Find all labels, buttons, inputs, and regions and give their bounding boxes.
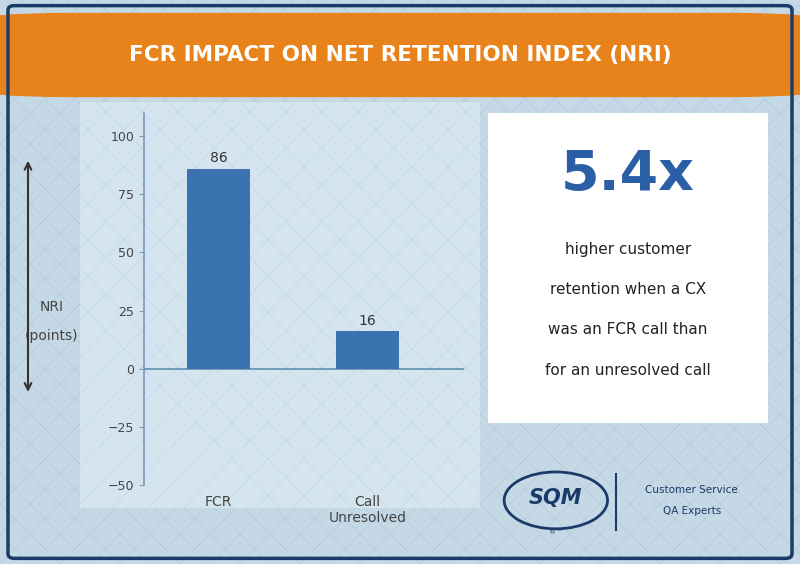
Bar [336,332,398,369]
Text: QA Experts: QA Experts [662,506,721,517]
Text: Customer Service: Customer Service [646,485,738,495]
Text: ®™: ®™ [549,529,563,535]
Text: for an unresolved call: for an unresolved call [545,363,711,378]
Text: FCR IMPACT ON NET RETENTION INDEX (NRI): FCR IMPACT ON NET RETENTION INDEX (NRI) [129,45,671,65]
FancyBboxPatch shape [477,100,779,435]
Text: 16: 16 [358,314,376,328]
Text: was an FCR call than: was an FCR call than [548,323,708,337]
Text: higher customer: higher customer [565,242,691,257]
Text: 86: 86 [210,151,227,165]
Text: retention when a CX: retention when a CX [550,282,706,297]
FancyBboxPatch shape [0,13,800,97]
Text: NRI: NRI [40,301,64,314]
Bar [187,169,250,369]
Text: 5.4x: 5.4x [561,148,695,202]
Text: SQM: SQM [529,488,582,508]
Text: (points): (points) [26,329,78,342]
